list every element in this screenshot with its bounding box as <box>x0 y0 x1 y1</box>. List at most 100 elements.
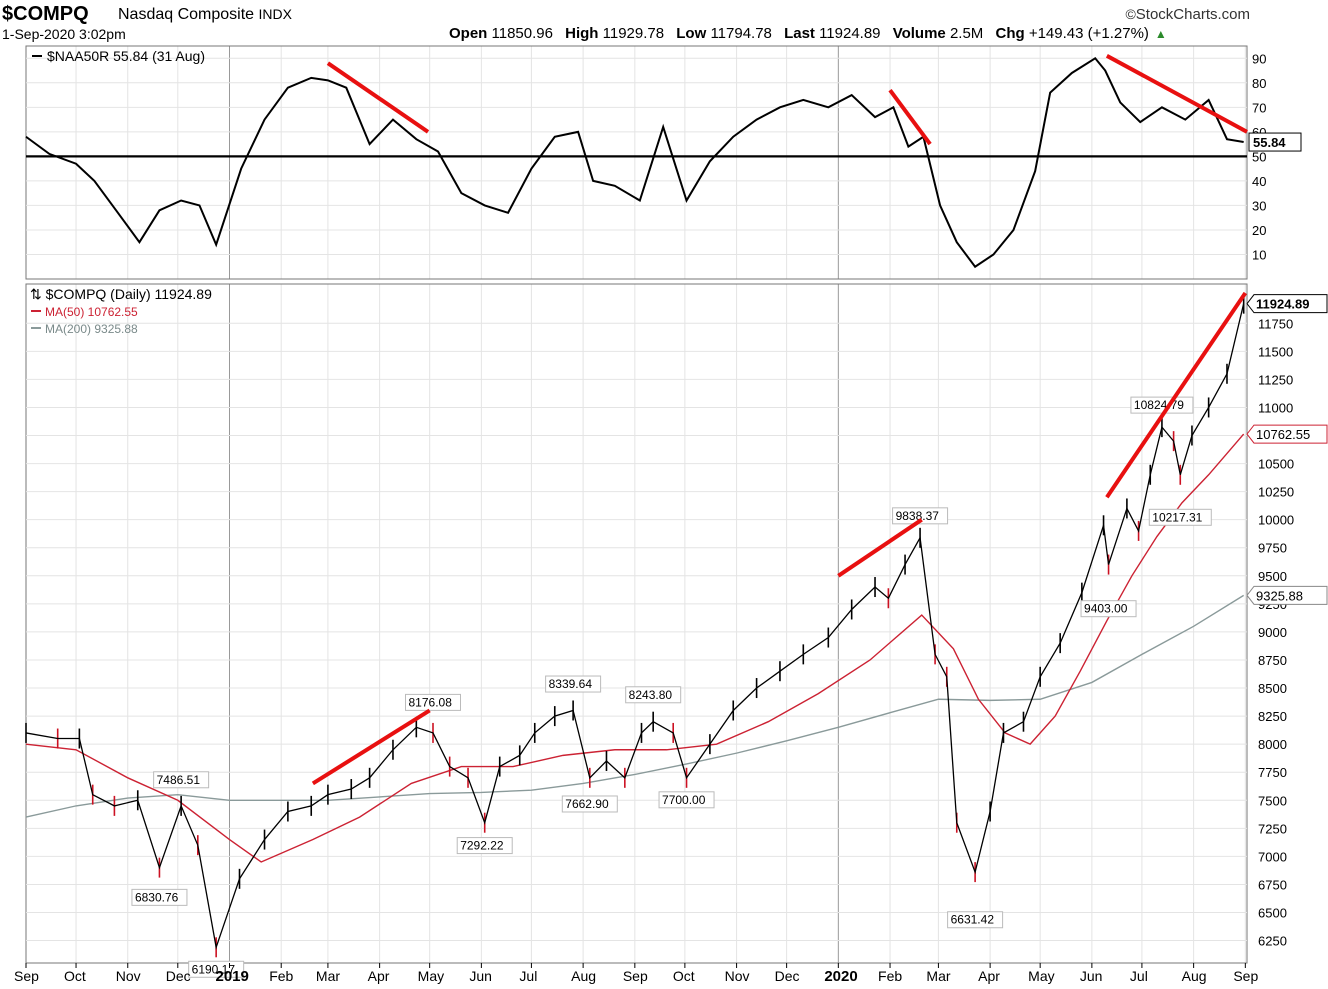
annotation-label: 7292.22 <box>460 839 504 853</box>
copyright-icon: © <box>1125 6 1136 22</box>
security-name-text: Nasdaq Composite <box>118 6 255 23</box>
annotation-box <box>625 686 682 704</box>
y-tick-label: 9000 <box>1258 625 1287 640</box>
annotation-label: 6190.17 <box>192 962 236 976</box>
y-tick-label: 80 <box>1252 76 1266 91</box>
annotation-label: 8243.80 <box>629 688 673 702</box>
volume-label: Volume <box>892 25 946 42</box>
y-tick-label: 10 <box>1252 247 1266 262</box>
x-tick-label: Nov <box>725 968 750 984</box>
y-tick-label: 8000 <box>1258 737 1287 752</box>
price-trendline <box>837 518 923 578</box>
y-tick-label: 7750 <box>1258 765 1287 780</box>
x-tick-label: Dec <box>166 968 191 984</box>
y-tick-label: 7500 <box>1258 793 1287 808</box>
price-trendline <box>1105 291 1247 499</box>
ma200-line <box>25 594 1245 818</box>
last-value: 11924.89 <box>819 25 881 42</box>
up-arrow-icon: ▲ <box>1154 27 1167 41</box>
x-tick-label: Dec <box>775 968 800 984</box>
quote-bar: Open 11850.96 High 11929.78 Low 11794.78… <box>449 25 1167 42</box>
ma50-last-tag-box <box>1246 424 1328 444</box>
y-tick-label: 9500 <box>1258 569 1287 584</box>
y-tick-label: 8500 <box>1258 681 1287 696</box>
x-tick-label: Jun <box>469 968 492 984</box>
chg-label: Chg <box>995 25 1025 42</box>
annotation-box <box>947 911 1004 929</box>
x-tick-label: Jul <box>1130 968 1148 984</box>
y-tick-label: 11000 <box>1258 400 1293 415</box>
symbol-title: $COMPQ <box>2 3 89 25</box>
annotation-label: 8339.64 <box>549 677 593 691</box>
annotation-label: 7700.00 <box>662 793 706 807</box>
annotation-label: 7662.90 <box>565 797 609 811</box>
annotation-box <box>456 837 513 855</box>
brand-text: StockCharts.com <box>1135 6 1250 23</box>
x-tick-label: Jun <box>1080 968 1103 984</box>
x-tick-label: 2019 <box>216 968 249 985</box>
open-value: 11850.96 <box>491 25 553 42</box>
ma50-last-tag-text: 10762.55 <box>1256 427 1310 442</box>
open-label: Open <box>449 25 488 42</box>
annotation-box <box>405 693 461 711</box>
x-tick-label: Sep <box>14 968 39 984</box>
annotation-label: 6830.76 <box>135 890 179 904</box>
annotation-label: 6631.42 <box>951 913 995 927</box>
annotation-label: 10824.79 <box>1134 398 1184 412</box>
x-tick-label: Feb <box>269 968 293 984</box>
last-value-tag <box>1248 132 1302 152</box>
x-tick-label: Jul <box>519 968 537 984</box>
price-title: ⇅ $COMPQ (Daily) 11924.89 <box>30 286 212 302</box>
x-tick-label: Aug <box>1182 968 1207 984</box>
annotation-label: 7486.51 <box>157 773 201 787</box>
annotation-box <box>1148 508 1212 526</box>
x-tick-label: Sep <box>623 968 648 984</box>
volume-value: 2.5M <box>949 25 984 42</box>
ma200-last-tag-box <box>1246 585 1328 605</box>
x-tick-label: Nov <box>116 968 141 984</box>
security-name: Nasdaq Composite INDX <box>118 6 292 24</box>
annotation-label: 9838.37 <box>896 509 940 523</box>
price-trendline <box>311 708 431 786</box>
y-tick-label: 6750 <box>1258 877 1287 892</box>
high-value: 11929.78 <box>602 25 665 42</box>
y-tick-label: 11250 <box>1258 372 1293 387</box>
annotation-box <box>561 795 618 813</box>
annotation-box <box>658 791 715 809</box>
x-tick-label: Apr <box>368 968 390 984</box>
annotation-box <box>1080 600 1137 618</box>
x-tick-label: Aug <box>571 968 596 984</box>
x-tick-label: Sep <box>1233 968 1258 984</box>
timestamp: 1-Sep-2020 3:02pm <box>2 26 126 42</box>
x-tick-label: Feb <box>878 968 902 984</box>
y-tick-label: 70 <box>1252 100 1266 115</box>
price-panel-frame <box>25 283 1248 964</box>
y-tick-label: 10000 <box>1258 513 1294 528</box>
ma200-last-tag-text: 9325.88 <box>1256 588 1303 603</box>
breadth-series-line <box>25 56 1244 269</box>
annotation-label: 9403.00 <box>1084 602 1128 616</box>
annotation-box <box>892 507 949 525</box>
brand-label[interactable]: ©StockCharts.com <box>1125 6 1250 23</box>
y-tick-label: 50 <box>1252 149 1266 164</box>
y-tick-label: 9750 <box>1258 541 1287 556</box>
y-tick-label: 8250 <box>1258 709 1287 724</box>
x-axis: Sep Oct Nov Dec 2019 Feb Mar Apr May Jun Jul Aug Sep… <box>14 963 1258 985</box>
annotation-label: 10217.31 <box>1152 510 1202 524</box>
y-tick-label: 7250 <box>1258 821 1287 836</box>
price-last-tag-box <box>1246 294 1328 314</box>
ma200-legend: MA(200) 9325.88 <box>45 322 138 336</box>
y-tick-label: 11500 <box>1258 344 1293 359</box>
low-label: Low <box>676 25 707 42</box>
x-tick-label: 2020 <box>824 968 857 985</box>
x-tick-label: Mar <box>926 968 950 984</box>
trendlines <box>311 54 1248 786</box>
last-label: Last <box>784 25 815 42</box>
x-tick-label: Apr <box>978 968 1000 984</box>
y-tick-label: 11750 <box>1258 316 1293 331</box>
y-tick-label: 6250 <box>1258 934 1287 949</box>
y-tick-label: 90 <box>1252 51 1266 66</box>
price-series-line <box>25 303 1245 950</box>
breadth-panel-frame <box>25 45 1248 280</box>
